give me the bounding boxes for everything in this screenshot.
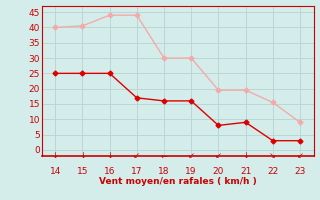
Text: ↓: ↓ xyxy=(242,151,249,160)
Text: ↙: ↙ xyxy=(215,151,222,160)
Text: ↓: ↓ xyxy=(52,151,59,160)
Text: ↙: ↙ xyxy=(297,151,303,160)
Text: ←: ← xyxy=(161,151,167,160)
Text: ↙: ↙ xyxy=(133,151,140,160)
Text: ↘: ↘ xyxy=(269,151,276,160)
Text: ↓: ↓ xyxy=(79,151,86,160)
Text: ↙: ↙ xyxy=(188,151,195,160)
X-axis label: Vent moyen/en rafales ( km/h ): Vent moyen/en rafales ( km/h ) xyxy=(99,178,256,186)
Text: ↓: ↓ xyxy=(106,151,113,160)
